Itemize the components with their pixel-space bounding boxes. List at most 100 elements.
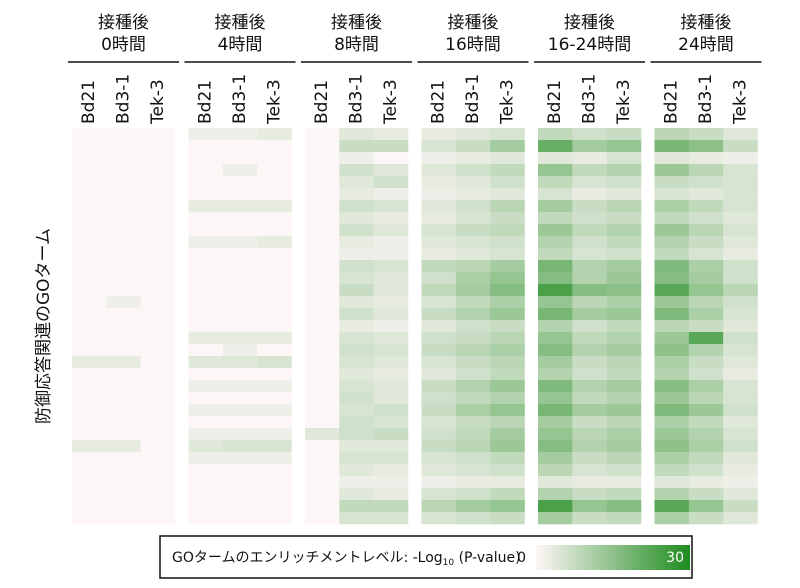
heatmap-cell [140,416,176,429]
heatmap-cell [305,452,340,465]
heatmap-cell [373,272,409,285]
heatmap-cell [723,344,758,357]
heatmap-cell [606,272,642,285]
heatmap-cell [339,284,374,297]
heatmap-cell [72,212,107,225]
column-label: Bd21 [312,80,332,124]
heatmap-cell [538,320,573,333]
heatmap-cell [723,380,758,393]
heatmap-cell [140,284,176,297]
heatmap-cell [373,320,409,333]
heatmap-cell [72,200,107,213]
heatmap-cell [188,488,224,501]
heatmap-cell [188,176,224,189]
heatmap-cell [490,308,525,321]
heatmap-cell [305,200,340,213]
heatmap-cell [490,476,525,489]
heatmap-cell [373,464,409,477]
heatmap-cell [339,212,374,225]
heatmap-cell [305,356,340,369]
heatmap-cell [538,392,573,405]
heatmap-cell [188,476,224,489]
heatmap-cell [688,380,724,393]
heatmap-cell [140,248,176,261]
group-label: 16-24時間 [548,35,631,55]
heatmap-cell [654,176,690,189]
heatmap-cell [339,464,374,477]
heatmap-cell [421,140,457,153]
heatmap-cell [490,416,525,429]
heatmap-cell [606,296,642,309]
column-label: Bd21 [662,80,682,124]
heatmap-cell [106,284,141,297]
heatmap-cell [572,248,607,261]
heatmap-cell [222,476,258,489]
heatmap-cell [490,404,525,417]
heatmap-cell [654,392,690,405]
heatmap-cell [490,296,525,309]
heatmap-cell [688,332,724,345]
heatmap-cell [72,236,107,249]
heatmap-cell [421,272,457,285]
heatmap-cell [455,176,491,189]
heatmap-cell [72,140,107,153]
heatmap-cell [688,236,724,249]
heatmap-cell [140,164,176,177]
heatmap-cell [538,212,573,225]
heatmap-cell [106,500,141,513]
heatmap-cell [723,416,758,429]
heatmap-cell [373,488,409,501]
heatmap-cell [305,440,340,453]
heatmap-cell [305,404,340,417]
heatmap-cell [490,176,525,189]
heatmap-cell [106,140,141,153]
heatmap-cell [654,128,690,141]
heatmap-cell [222,284,258,297]
heatmap-cell [572,440,607,453]
heatmap-cell [72,248,107,261]
group-label: 8時間 [334,35,379,55]
heatmap-cell [723,428,758,441]
heatmap-cell [538,260,573,273]
heatmap-cell [421,212,457,225]
heatmap-cell [373,188,409,201]
heatmap-cell [572,392,607,405]
heatmap-cell [305,176,340,189]
heatmap-cell [572,296,607,309]
heatmap-cell [373,140,409,153]
heatmap-cell [421,308,457,321]
heatmap-cell [654,308,690,321]
heatmap-cell [339,500,374,513]
heatmap-cell [188,428,224,441]
heatmap-cell [222,320,258,333]
heatmap-cell [339,308,374,321]
heatmap-cell [305,380,340,393]
heatmap-cell [421,452,457,465]
heatmap-cell [72,488,107,501]
heatmap-cell [538,452,573,465]
heatmap-cell [106,380,141,393]
heatmap-cell [257,380,292,393]
heatmap-cell [654,464,690,477]
heatmap-cell [72,416,107,429]
heatmap-cell [140,296,176,309]
heatmap-cell [654,140,690,153]
heatmap-cell [654,380,690,393]
heatmap-cell [222,428,258,441]
heatmap-cell [257,344,292,357]
heatmap-cell [606,404,642,417]
heatmap-cell [654,488,690,501]
heatmap-cell [373,332,409,345]
heatmap-cell [106,428,141,441]
heatmap-cell [490,344,525,357]
heatmap-cell [305,224,340,237]
heatmap-cell [688,260,724,273]
heatmap-cell [72,392,107,405]
heatmap-cell [654,356,690,369]
heatmap-cell [455,332,491,345]
heatmap-cell [106,488,141,501]
heatmap-cell [140,512,176,525]
heatmap-cell [339,296,374,309]
heatmap-cell [188,284,224,297]
heatmap-cell [188,392,224,405]
